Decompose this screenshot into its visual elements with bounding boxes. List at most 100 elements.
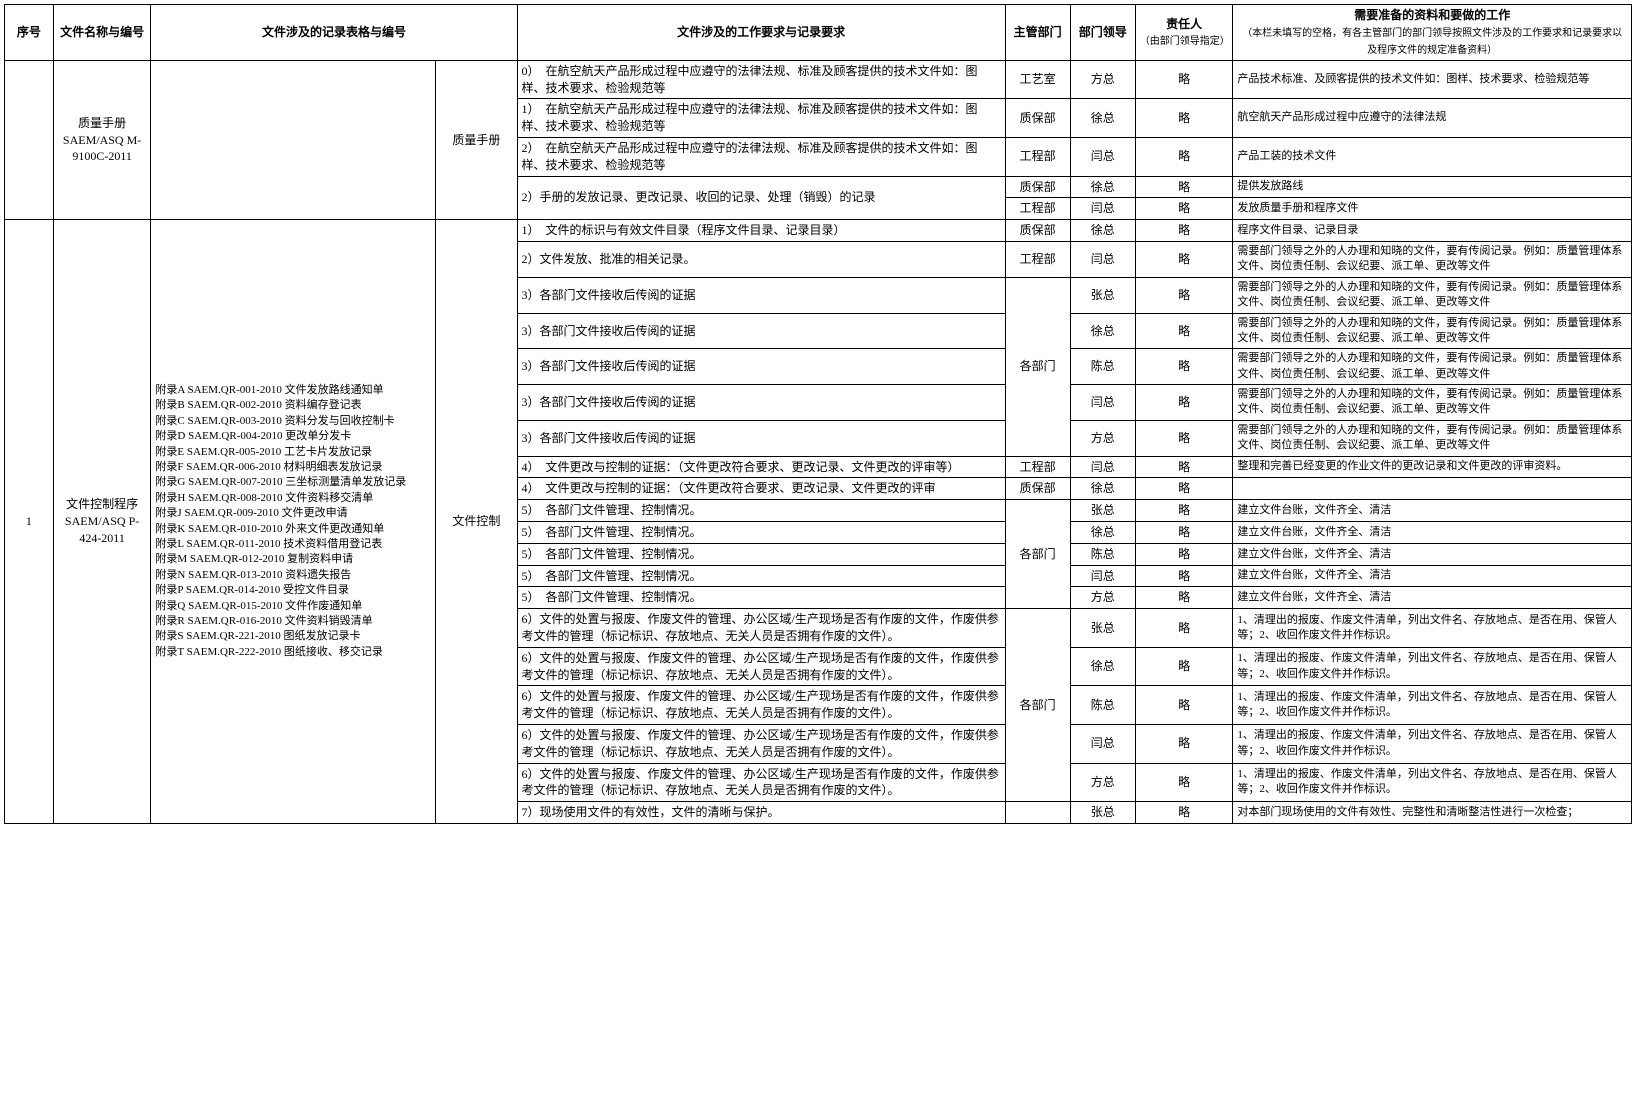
table-cell: 略 (1135, 313, 1233, 349)
table-cell: 6）文件的处置与报废、作废文件的管理、办公区域/生产现场是否有作废的文件，作废供… (517, 609, 1005, 648)
table-cell: 5） 各部门文件管理、控制情况。 (517, 565, 1005, 587)
table-cell: 整理和完善已经变更的作业文件的更改记录和文件更改的评审资料。 (1233, 456, 1632, 478)
table-cell: 徐总 (1070, 176, 1135, 198)
table-cell: 7）现场使用文件的有效性，文件的清晰与保护。 (517, 802, 1005, 824)
table-cell: 闫总 (1070, 385, 1135, 421)
table-cell: 张总 (1070, 277, 1135, 313)
table-cell: 张总 (1070, 609, 1135, 648)
table-cell: 附录A SAEM.QR-001-2010 文件发放路线通知单 附录B SAEM.… (151, 220, 436, 824)
table-cell: 略 (1135, 220, 1233, 242)
table-cell: 略 (1135, 565, 1233, 587)
header-row: 序号 文件名称与编号 文件涉及的记录表格与编号 文件涉及的工作要求与记录要求 主… (5, 5, 1632, 61)
table-cell: 略 (1135, 647, 1233, 686)
table-cell: 质保部 (1005, 176, 1070, 198)
table-cell: 4） 文件更改与控制的证据：（文件更改符合要求、更改记录、文件更改的评审等） (517, 456, 1005, 478)
table-cell: 略 (1135, 456, 1233, 478)
table-cell: 略 (1135, 686, 1233, 725)
table-cell: 各部门 (1005, 277, 1070, 456)
table-cell: 张总 (1070, 500, 1135, 522)
table-cell: 3）各部门文件接收后传阅的证据 (517, 385, 1005, 421)
table-cell: 工程部 (1005, 137, 1070, 176)
table-cell (1005, 802, 1070, 824)
table-cell: 5） 各部门文件管理、控制情况。 (517, 500, 1005, 522)
table-cell: 6）文件的处置与报废、作废文件的管理、办公区域/生产现场是否有作废的文件，作废供… (517, 725, 1005, 764)
table-cell: 闫总 (1070, 198, 1135, 220)
table-cell: 各部门 (1005, 500, 1070, 609)
table-cell: 略 (1135, 385, 1233, 421)
table-cell: 3）各部门文件接收后传阅的证据 (517, 313, 1005, 349)
table-cell: 建立文件台账，文件齐全、清洁 (1233, 543, 1632, 565)
table-cell: 3）各部门文件接收后传阅的证据 (517, 277, 1005, 313)
table-cell: 对本部门现场使用的文件有效性、完整性和清晰整洁性进行一次检查； (1233, 802, 1632, 824)
table-cell: 建立文件台账，文件齐全、清洁 (1233, 587, 1632, 609)
table-cell (1233, 478, 1632, 500)
table-cell: 略 (1135, 478, 1233, 500)
table-cell: 略 (1135, 763, 1233, 802)
table-cell: 6）文件的处置与报废、作废文件的管理、办公区域/生产现场是否有作废的文件，作废供… (517, 763, 1005, 802)
table-cell: 需要部门领导之外的人办理和知晓的文件，要有传阅记录。例如：质量管理体系文件、岗位… (1233, 277, 1632, 313)
th-deptlead: 部门领导 (1070, 5, 1135, 61)
table-row: 1文件控制程序 SAEM/ASQ P-424-2011附录A SAEM.QR-0… (5, 220, 1632, 242)
th-prep-note: （本栏未填写的空格，有各主管部门的部门领导按照文件涉及的工作要求和记录要求以及程… (1242, 28, 1622, 56)
table-cell: 1 (5, 220, 54, 824)
table-cell: 2） 在航空航天产品形成过程中应遵守的法律法规、标准及顾客提供的技术文件如：图样… (517, 137, 1005, 176)
table-cell: 闫总 (1070, 241, 1135, 277)
table-cell: 3）各部门文件接收后传阅的证据 (517, 349, 1005, 385)
table-cell: 需要部门领导之外的人办理和知晓的文件，要有传阅记录。例如：质量管理体系文件、岗位… (1233, 349, 1632, 385)
table-body: 质量手册SAEM/ASQ M-9100C-2011质量手册0） 在航空航天产品形… (5, 60, 1632, 823)
th-prep: 需要准备的资料和要做的工作 （本栏未填写的空格，有各主管部门的部门领导按照文件涉… (1233, 5, 1632, 61)
table-cell: 5） 各部门文件管理、控制情况。 (517, 522, 1005, 544)
table-cell: 徐总 (1070, 220, 1135, 242)
table-cell: 提供发放路线 (1233, 176, 1632, 198)
table-cell: 产品工装的技术文件 (1233, 137, 1632, 176)
th-seq: 序号 (5, 5, 54, 61)
table-cell: 质保部 (1005, 99, 1070, 138)
th-workreq: 文件涉及的工作要求与记录要求 (517, 5, 1005, 61)
table-cell: 略 (1135, 543, 1233, 565)
table-cell: 2）手册的发放记录、更改记录、收回的记录、处理（销毁）的记录 (517, 176, 1005, 220)
table-cell: 0） 在航空航天产品形成过程中应遵守的法律法规、标准及顾客提供的技术文件如：图样… (517, 60, 1005, 99)
table-cell: 需要部门领导之外的人办理和知晓的文件，要有传阅记录。例如：质量管理体系文件、岗位… (1233, 241, 1632, 277)
table-cell: 略 (1135, 420, 1233, 456)
table-cell: 方总 (1070, 60, 1135, 99)
table-cell: 闫总 (1070, 456, 1135, 478)
table-cell: 陈总 (1070, 543, 1135, 565)
table-cell: 工程部 (1005, 241, 1070, 277)
table-cell (151, 60, 436, 219)
table-cell: 需要部门领导之外的人办理和知晓的文件，要有传阅记录。例如：质量管理体系文件、岗位… (1233, 420, 1632, 456)
table-cell: 文件控制 (436, 220, 517, 824)
table-cell: 产品技术标准、及顾客提供的技术文件如：图样、技术要求、检验规范等 (1233, 60, 1632, 99)
table-cell: 工程部 (1005, 198, 1070, 220)
table-cell: 1、清理出的报废、作废文件清单，列出文件名、存放地点、是否在用、保管人等；2、收… (1233, 725, 1632, 764)
table-cell: 方总 (1070, 420, 1135, 456)
document-table: 序号 文件名称与编号 文件涉及的记录表格与编号 文件涉及的工作要求与记录要求 主… (4, 4, 1632, 824)
table-cell: 4） 文件更改与控制的证据：（文件更改符合要求、更改记录、文件更改的评审 (517, 478, 1005, 500)
th-recordform: 文件涉及的记录表格与编号 (151, 5, 517, 61)
table-cell: 略 (1135, 99, 1233, 138)
table-cell: 方总 (1070, 587, 1135, 609)
table-cell: 略 (1135, 587, 1233, 609)
th-prep-label: 需要准备的资料和要做的工作 (1354, 8, 1510, 22)
table-cell: 建立文件台账，文件齐全、清洁 (1233, 565, 1632, 587)
table-cell: 3）各部门文件接收后传阅的证据 (517, 420, 1005, 456)
table-cell: 徐总 (1070, 522, 1135, 544)
table-cell: 质量手册 (436, 60, 517, 219)
table-cell: 略 (1135, 349, 1233, 385)
table-cell: 各部门 (1005, 609, 1070, 802)
table-cell: 略 (1135, 60, 1233, 99)
th-dept: 主管部门 (1005, 5, 1070, 61)
table-cell: 徐总 (1070, 647, 1135, 686)
table-cell: 徐总 (1070, 99, 1135, 138)
table-cell: 略 (1135, 802, 1233, 824)
table-cell: 略 (1135, 277, 1233, 313)
table-cell: 陈总 (1070, 686, 1135, 725)
table-cell (5, 60, 54, 219)
th-responsible-note: （由部门领导指定） (1140, 36, 1230, 47)
table-cell: 1、清理出的报废、作废文件清单，列出文件名、存放地点、是否在用、保管人等；2、收… (1233, 609, 1632, 648)
table-cell: 略 (1135, 725, 1233, 764)
table-cell: 发放质量手册和程序文件 (1233, 198, 1632, 220)
table-cell: 略 (1135, 176, 1233, 198)
table-cell: 1、清理出的报废、作废文件清单，列出文件名、存放地点、是否在用、保管人等；2、收… (1233, 686, 1632, 725)
th-docname: 文件名称与编号 (53, 5, 151, 61)
table-cell: 闫总 (1070, 137, 1135, 176)
